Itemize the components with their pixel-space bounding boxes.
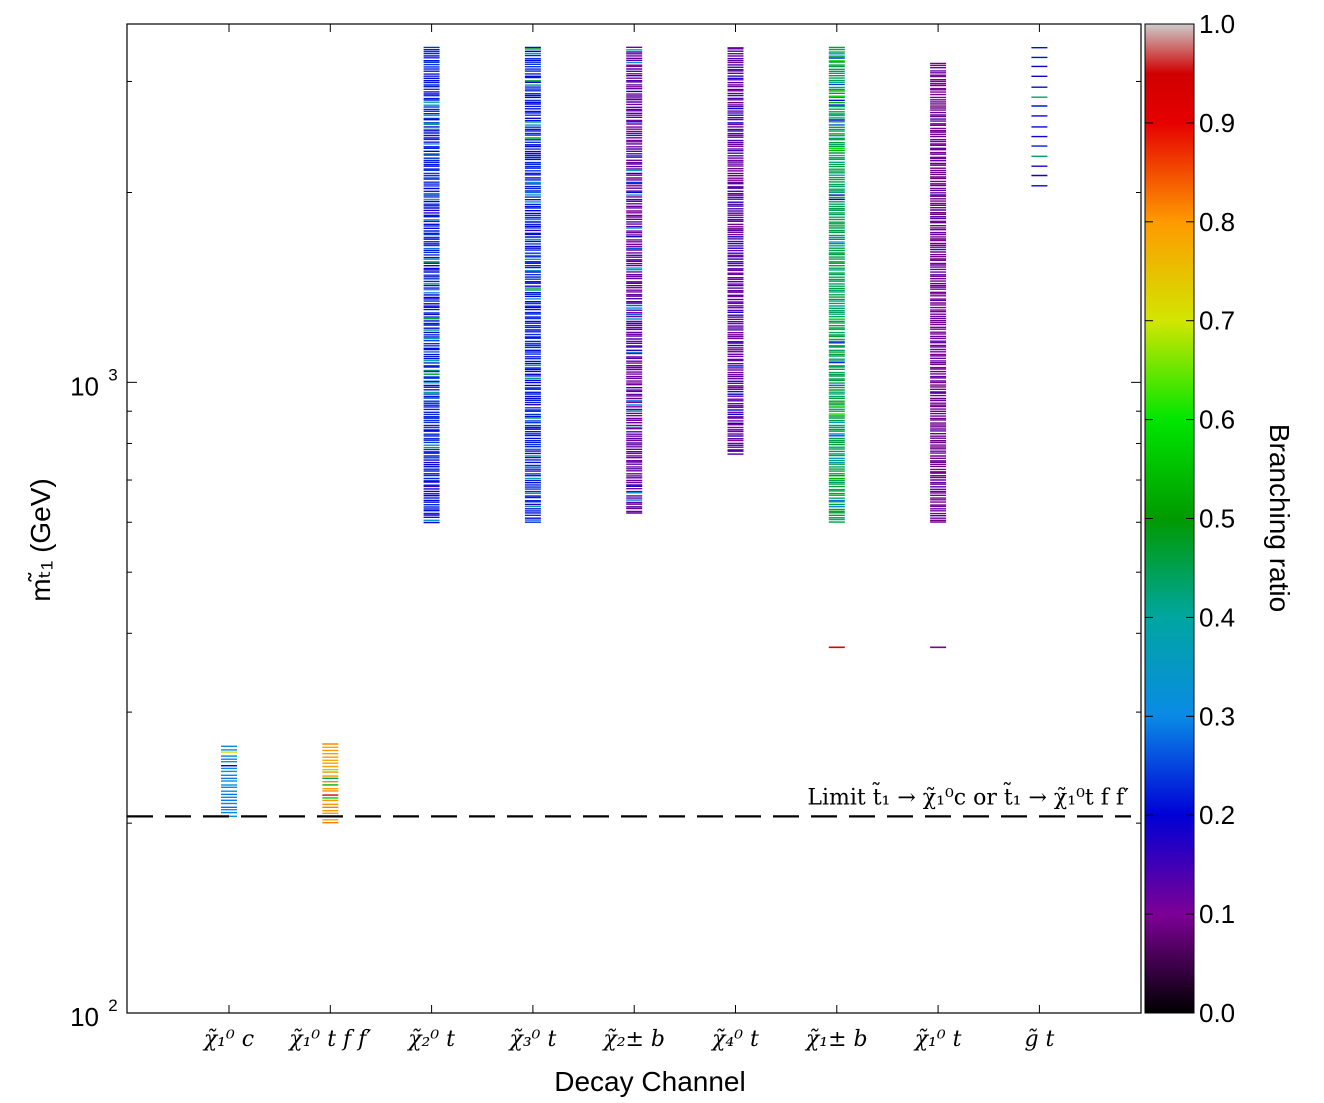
series-column <box>1031 47 1048 187</box>
x-tick-label: χ̃₂± b <box>601 1027 665 1052</box>
series-column <box>626 46 643 514</box>
x-tick-label: χ̃₂⁰ t <box>406 1027 455 1052</box>
colorbar-tick-label: 0.2 <box>1199 800 1235 830</box>
colorbar-tick-label: 0.9 <box>1199 108 1235 138</box>
colorbar-tick-label: 0.4 <box>1199 602 1235 632</box>
series-column <box>423 46 440 524</box>
colorbar-tick-label: 0.6 <box>1199 405 1235 435</box>
colorbar-tick-label: 0.7 <box>1199 306 1235 336</box>
x-tick-label: χ̃₁⁰ c <box>202 1027 254 1052</box>
colorbar-tick-label: 0.5 <box>1199 504 1235 534</box>
data-marks <box>221 46 1048 824</box>
x-tick-label: g̃ t <box>1024 1027 1054 1052</box>
x-tick-label: χ̃₁⁰ t <box>913 1027 962 1052</box>
series-column <box>322 743 339 824</box>
x-tick-label: χ̃₄⁰ t <box>710 1027 759 1052</box>
y-axis-title: mₜ̃₁ (GeV) <box>25 478 56 601</box>
series-column <box>524 46 541 523</box>
colorbar-tick-label: 0.1 <box>1199 899 1235 929</box>
colorbar-label: Branching ratio <box>1264 424 1295 612</box>
x-axis: χ̃₁⁰ c χ̃₁⁰ t f f′ χ̃₂⁰ t χ̃₃⁰ t χ̃₂± b χ̃₄⁰ … <box>202 24 1055 1052</box>
colorbar-tick-label: 0.0 <box>1199 998 1235 1028</box>
x-tick-label: χ̃₁⁰ t f f′ <box>287 1027 371 1052</box>
plot-area: Limit t̃₁ → χ̃₁⁰c or t̃₁ → χ̃₁⁰t f f′ <box>126 23 1142 1014</box>
y-tick-label: 10 <box>70 371 99 401</box>
y-tick-exponent: 2 <box>108 996 117 1015</box>
x-tick-label: χ̃₃⁰ t <box>507 1027 556 1052</box>
y-tick-label: 10 <box>70 1002 99 1032</box>
colorbar-tick-label: 0.8 <box>1199 207 1235 237</box>
x-tick-label: χ̃₁± b <box>804 1027 868 1052</box>
colorbar-tick-label: 0.3 <box>1199 701 1235 731</box>
y-tick-exponent: 3 <box>108 365 117 384</box>
plot-frame <box>126 23 1142 1014</box>
y-axis: 10 2 10 3 <box>70 80 1141 1032</box>
x-axis-title: Decay Channel <box>554 1066 745 1097</box>
series-column <box>828 46 845 649</box>
colorbar-ticks: 0.0 0.1 0.2 0.3 0.4 0.5 0.6 0.7 0.8 0.9 1.0 <box>1145 9 1235 1028</box>
series-column <box>221 745 237 817</box>
colorbar-tick-label: 1.0 <box>1199 9 1235 39</box>
limit-annotation: Limit t̃₁ → χ̃₁⁰c or t̃₁ → χ̃₁⁰t f f′ <box>807 781 1129 811</box>
colorbar: 0.0 0.1 0.2 0.3 0.4 0.5 0.6 0.7 0.8 0.9 1.0 Branch… <box>1144 9 1295 1028</box>
series-column <box>727 47 744 455</box>
series-column <box>930 62 947 649</box>
